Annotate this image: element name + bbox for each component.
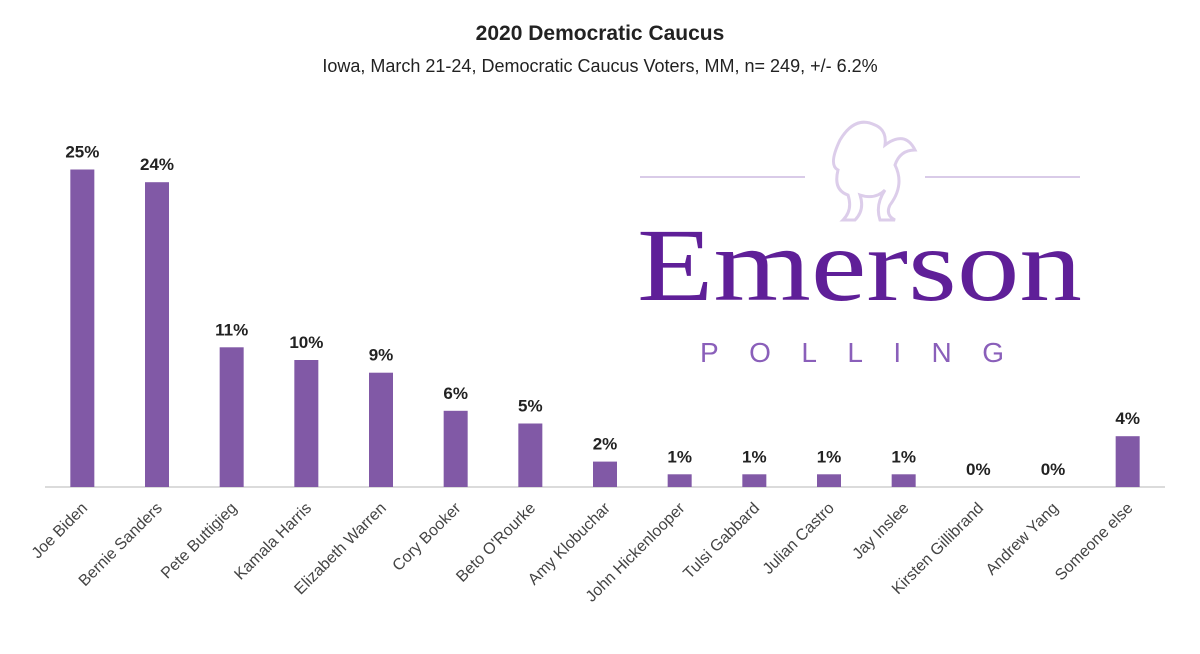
bar — [70, 169, 95, 487]
chart-title: 2020 Democratic Caucus — [476, 22, 725, 45]
bar — [294, 360, 319, 487]
value-label: 2% — [593, 435, 618, 454]
value-label: 5% — [518, 397, 543, 416]
logo: Emerson POLLING — [637, 120, 1082, 368]
value-label: 6% — [443, 384, 468, 403]
value-label: 1% — [817, 447, 842, 466]
bar — [369, 372, 393, 487]
value-label: 25% — [65, 143, 99, 162]
bar — [219, 347, 244, 487]
bar — [518, 423, 543, 487]
bar — [742, 474, 767, 487]
value-label: 0% — [1041, 460, 1066, 479]
bar — [145, 182, 169, 487]
value-label: 24% — [140, 155, 174, 174]
value-label: 10% — [289, 333, 323, 352]
value-label: 11% — [215, 320, 248, 339]
bar — [443, 410, 468, 487]
logo-lion — [832, 120, 918, 222]
bar — [593, 461, 617, 487]
logo-tagline: POLLING — [700, 337, 1022, 368]
bar — [817, 474, 841, 487]
value-label: 4% — [1115, 409, 1140, 428]
value-label: 1% — [891, 447, 916, 466]
chart-subtitle: Iowa, March 21-24, Democratic Caucus Vot… — [322, 56, 877, 76]
bar — [667, 474, 692, 487]
value-label: 1% — [667, 447, 692, 466]
value-label: 9% — [369, 346, 394, 365]
value-label: 1% — [742, 447, 767, 466]
bar — [1115, 436, 1140, 487]
bar — [891, 474, 916, 487]
logo-name: Emerson — [637, 208, 1082, 323]
value-label: 0% — [966, 460, 991, 479]
